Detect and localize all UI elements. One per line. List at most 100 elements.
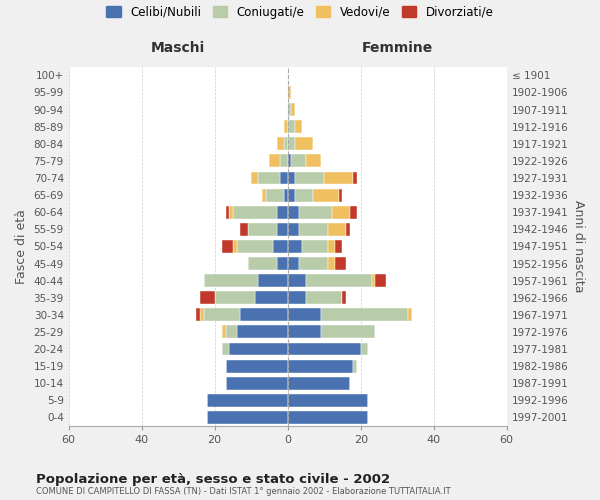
- Bar: [324, 172, 353, 184]
- Text: Femmine: Femmine: [362, 41, 433, 55]
- Bar: [306, 274, 371, 287]
- Bar: [277, 138, 284, 150]
- Y-axis label: Fasce di età: Fasce di età: [15, 209, 28, 284]
- Bar: [248, 257, 277, 270]
- Bar: [302, 240, 328, 253]
- Bar: [320, 308, 408, 321]
- Bar: [353, 172, 357, 184]
- Bar: [287, 138, 295, 150]
- Bar: [269, 154, 280, 168]
- Bar: [339, 188, 343, 202]
- Bar: [287, 240, 302, 253]
- Bar: [222, 326, 226, 338]
- Bar: [259, 172, 280, 184]
- Bar: [408, 308, 412, 321]
- Bar: [248, 223, 277, 235]
- Bar: [292, 154, 306, 168]
- Bar: [295, 172, 324, 184]
- Bar: [292, 103, 295, 116]
- Text: Maschi: Maschi: [151, 41, 205, 55]
- Bar: [284, 188, 287, 202]
- Bar: [277, 257, 287, 270]
- Bar: [287, 377, 350, 390]
- Bar: [287, 342, 361, 355]
- Bar: [328, 240, 335, 253]
- Bar: [233, 206, 277, 218]
- Bar: [266, 188, 284, 202]
- Bar: [287, 206, 299, 218]
- Bar: [226, 326, 236, 338]
- Bar: [208, 394, 287, 406]
- Bar: [215, 292, 255, 304]
- Bar: [226, 360, 287, 372]
- Bar: [299, 257, 328, 270]
- Bar: [208, 411, 287, 424]
- Bar: [240, 223, 248, 235]
- Bar: [200, 308, 204, 321]
- Bar: [200, 292, 215, 304]
- Bar: [353, 360, 357, 372]
- Bar: [255, 292, 287, 304]
- Bar: [287, 257, 299, 270]
- Bar: [277, 223, 287, 235]
- Y-axis label: Anni di nascita: Anni di nascita: [572, 200, 585, 292]
- Bar: [204, 274, 259, 287]
- Bar: [284, 120, 287, 133]
- Bar: [229, 206, 233, 218]
- Bar: [287, 120, 295, 133]
- Bar: [287, 360, 353, 372]
- Bar: [196, 308, 200, 321]
- Bar: [233, 240, 236, 253]
- Bar: [287, 326, 320, 338]
- Bar: [280, 172, 287, 184]
- Bar: [287, 103, 292, 116]
- Bar: [222, 240, 233, 253]
- Bar: [259, 274, 287, 287]
- Text: COMUNE DI CAMPITELLO DI FASSA (TN) - Dati ISTAT 1° gennaio 2002 - Elaborazione T: COMUNE DI CAMPITELLO DI FASSA (TN) - Dat…: [36, 488, 451, 496]
- Legend: Celibi/Nubili, Coniugati/e, Vedovi/e, Divorziati/e: Celibi/Nubili, Coniugati/e, Vedovi/e, Di…: [101, 1, 499, 24]
- Bar: [287, 172, 295, 184]
- Bar: [222, 342, 229, 355]
- Bar: [240, 308, 287, 321]
- Bar: [226, 206, 229, 218]
- Bar: [287, 223, 299, 235]
- Bar: [277, 206, 287, 218]
- Bar: [331, 206, 350, 218]
- Bar: [273, 240, 287, 253]
- Bar: [287, 411, 368, 424]
- Bar: [343, 292, 346, 304]
- Bar: [287, 394, 368, 406]
- Bar: [287, 188, 295, 202]
- Bar: [328, 223, 346, 235]
- Bar: [346, 223, 350, 235]
- Bar: [295, 138, 313, 150]
- Bar: [376, 274, 386, 287]
- Bar: [361, 342, 368, 355]
- Bar: [299, 223, 328, 235]
- Bar: [287, 292, 306, 304]
- Bar: [287, 308, 320, 321]
- Bar: [371, 274, 376, 287]
- Bar: [226, 377, 287, 390]
- Bar: [295, 188, 313, 202]
- Bar: [306, 292, 343, 304]
- Bar: [287, 274, 306, 287]
- Bar: [335, 257, 346, 270]
- Bar: [251, 172, 259, 184]
- Bar: [229, 342, 287, 355]
- Bar: [287, 154, 292, 168]
- Bar: [204, 308, 240, 321]
- Bar: [299, 206, 332, 218]
- Bar: [236, 326, 287, 338]
- Bar: [335, 240, 343, 253]
- Bar: [280, 154, 287, 168]
- Bar: [287, 86, 292, 99]
- Bar: [320, 326, 376, 338]
- Bar: [328, 257, 335, 270]
- Text: Popolazione per età, sesso e stato civile - 2002: Popolazione per età, sesso e stato civil…: [36, 472, 390, 486]
- Bar: [306, 154, 320, 168]
- Bar: [284, 138, 287, 150]
- Bar: [295, 120, 302, 133]
- Bar: [236, 240, 273, 253]
- Bar: [313, 188, 339, 202]
